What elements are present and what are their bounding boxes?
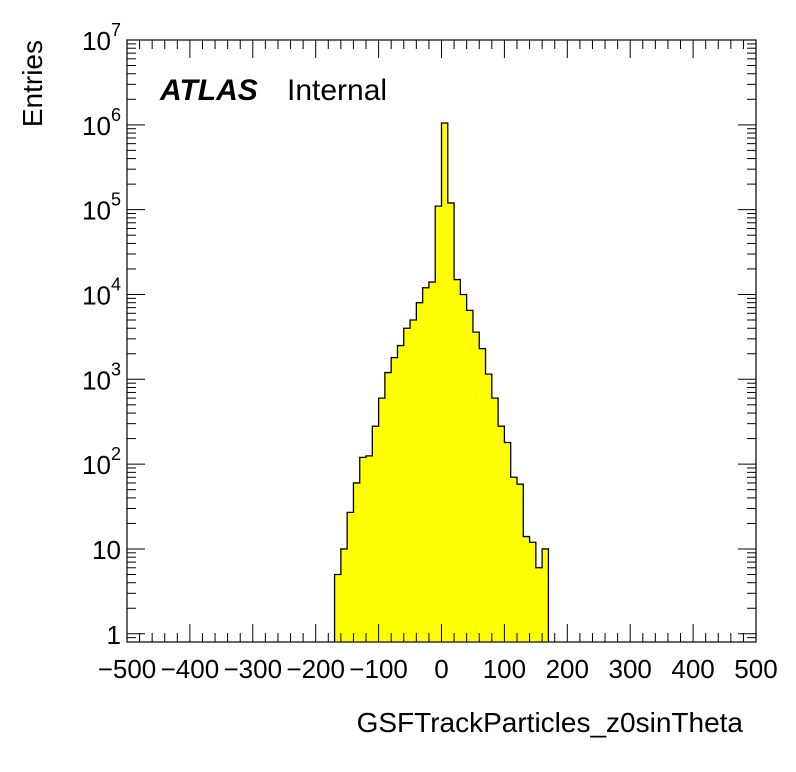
y-tick-label: 106 — [82, 105, 121, 141]
y-axis-title: Entries — [17, 40, 48, 127]
histogram-bar — [416, 302, 423, 642]
x-tick-label: 100 — [483, 654, 526, 684]
histogram-bar — [510, 477, 517, 642]
x-tick-label: 0 — [434, 654, 448, 684]
histogram-bar — [460, 294, 467, 642]
x-axis-title: GSFTrackParticles_z0sinTheta — [357, 707, 744, 738]
histogram-bar — [334, 574, 341, 642]
histogram-bar — [529, 542, 536, 642]
axis-ticks — [126, 39, 757, 643]
histogram-bar — [428, 282, 436, 642]
histogram-bar — [366, 455, 373, 642]
histogram-bar — [422, 287, 429, 642]
x-tick-label: −200 — [286, 654, 345, 684]
x-tick-label: −100 — [349, 654, 408, 684]
histogram-bar — [447, 202, 455, 642]
histogram-outline — [333, 122, 550, 642]
y-tick-label: 104 — [82, 274, 121, 310]
histogram-bar — [353, 482, 360, 642]
histogram-bar — [384, 372, 392, 642]
histogram-bar — [435, 206, 442, 642]
histogram-bar — [485, 374, 492, 642]
histogram-bar — [472, 332, 480, 642]
histogram-bar — [491, 398, 499, 642]
x-tick-label: −300 — [224, 654, 283, 684]
histogram-bar — [498, 426, 505, 642]
y-tick-labels: 1 10 102 103 104 105 106 107 — [82, 20, 121, 650]
histogram-bar — [441, 123, 448, 642]
histogram-bar — [372, 426, 379, 642]
histogram-bar — [516, 484, 524, 642]
histogram-bar — [479, 348, 486, 642]
histogram-bar — [523, 536, 530, 642]
x-tick-label: 500 — [734, 654, 777, 684]
histogram-bars — [334, 123, 549, 642]
histogram-bar — [347, 512, 354, 642]
histogram-bar — [466, 310, 473, 642]
x-tick-label: 400 — [671, 654, 714, 684]
histogram-bar — [542, 548, 549, 642]
y-tick-label: 10 — [92, 535, 121, 565]
histogram-bar — [403, 328, 411, 642]
y-tick-label: 107 — [82, 20, 121, 56]
x-tick-label: 300 — [609, 654, 652, 684]
histogram-bar — [359, 457, 367, 642]
x-tick-label: 200 — [546, 654, 589, 684]
x-tick-label: −500 — [98, 654, 157, 684]
histogram-bar — [535, 567, 543, 642]
y-tick-label: 102 — [82, 444, 121, 480]
histogram-bar — [378, 398, 385, 642]
histogram-bar — [454, 279, 461, 642]
y-tick-label: 105 — [82, 190, 121, 226]
x-tick-labels: −500 −400 −300 −200 −100 0 100 200 300 400 500 — [98, 654, 778, 684]
x-tick-label: −400 — [161, 654, 220, 684]
y-tick-label: 103 — [82, 359, 121, 395]
histogram-bar — [410, 320, 417, 642]
histogram-bar — [391, 357, 398, 642]
histogram-bar — [504, 442, 511, 642]
histogram-bar — [340, 548, 348, 642]
internal-label: Internal — [287, 74, 387, 107]
histogram-bar — [397, 345, 404, 642]
atlas-label: ATLAS — [159, 74, 258, 107]
y-tick-label: 1 — [107, 620, 121, 650]
